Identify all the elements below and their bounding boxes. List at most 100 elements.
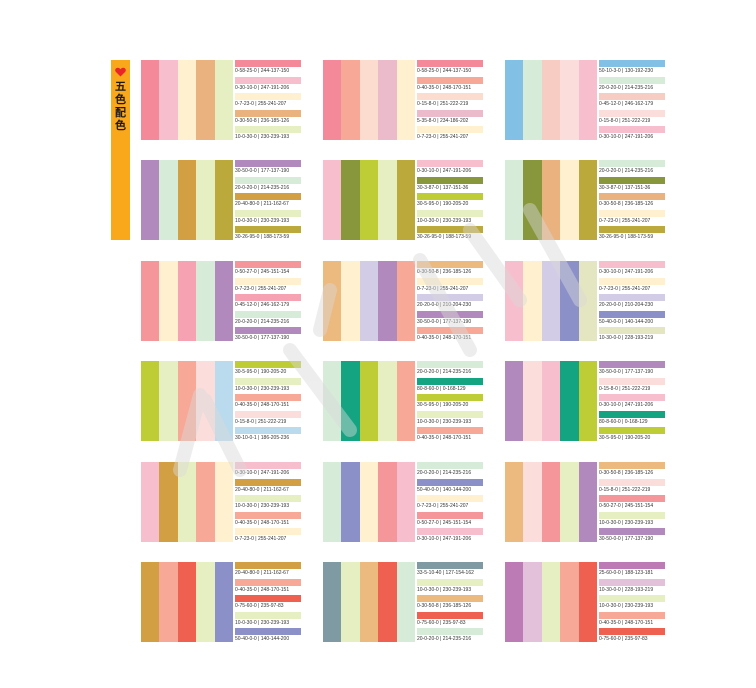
palette-card: 0-30-10-0 | 247-191-206 0-7-23-0 | 255-24… [505, 261, 665, 341]
color-swatch [578, 462, 598, 542]
color-code-row: 0-7-23-0 | 255-241-207 [599, 209, 665, 226]
color-code-bar [599, 427, 665, 435]
color-code-bar [235, 209, 301, 217]
color-swatch [578, 261, 598, 341]
color-code-bar [599, 327, 665, 335]
color-code-bar [417, 628, 483, 636]
palette-swatches [141, 462, 234, 542]
color-code-bar [235, 277, 301, 285]
palette-swatches [505, 361, 598, 441]
color-code-text: 0-7-23-0 | 255-241-207 [417, 134, 469, 141]
color-swatch [541, 261, 561, 341]
color-code-bar [599, 410, 665, 418]
color-code-text: 20-0-20-0 | 214-235-216 [235, 184, 290, 191]
palette-card: 0-30-50-8 | 236-185-126 0-7-23-0 | 255-24… [323, 261, 483, 341]
color-code-bar [417, 478, 483, 486]
palette-swatches [505, 462, 598, 542]
color-code-row: 0-15-8-0 | 251-222-219 [599, 478, 665, 495]
color-swatch [523, 261, 542, 341]
color-code-row: 0-7-23-0 | 255-241-207 [417, 126, 483, 142]
color-code-bar [417, 511, 483, 519]
color-code-bar [235, 394, 301, 402]
color-swatch [323, 361, 342, 441]
color-code-bar [599, 310, 665, 318]
color-code-row: 10-0-30-0 | 230-239-193 [235, 377, 301, 394]
color-code-text: 0-45-12-0 | 246-162-179 [235, 302, 290, 309]
color-code-row: 10-30-0-0 | 228-193-219 [599, 327, 665, 343]
color-code-text: 0-30-10-0 | 247-191-206 [417, 536, 472, 543]
color-swatch [323, 562, 342, 642]
color-code-row: 0-30-50-8 | 236-185-126 [599, 462, 665, 478]
color-code-text: 30-26-95-0 | 188-173-59 [235, 234, 290, 241]
color-code-row: 20-40-80-0 | 211-162-67 [235, 562, 301, 578]
color-code-bar [235, 193, 301, 201]
palette-card: 0-30-10-0 | 247-191-206 30-3-87-0 | 137-1… [323, 160, 483, 240]
color-swatch [159, 261, 178, 341]
color-code-bar [599, 562, 665, 569]
color-code-row: 50-40-0-0 | 140-144-200 [417, 478, 483, 495]
color-swatch [505, 261, 524, 341]
color-swatch [141, 562, 160, 642]
color-swatch [523, 60, 542, 140]
color-code-row: 0-30-10-0 | 247-191-206 [235, 76, 301, 93]
color-swatch [578, 160, 598, 240]
color-code-text: 10-0-30-0 | 230-239-193 [599, 603, 654, 610]
color-swatch [396, 261, 416, 341]
palette-swatches [505, 562, 598, 642]
color-code-text: 10-30-0-0 | 228-193-219 [599, 586, 654, 593]
color-code-text: 30-5-95-0 | 190-205-20 [599, 435, 651, 442]
color-code-bar [417, 310, 483, 318]
color-code-bar [599, 160, 665, 167]
color-code-text: 10-0-30-0 | 230-239-193 [417, 418, 472, 425]
color-code-row: 0-45-12-0 | 246-162-179 [599, 93, 665, 109]
color-code-text: 80-8-60-0 | 0-168-129 [417, 385, 466, 392]
color-code-text: 0-45-12-0 | 246-162-179 [599, 101, 654, 108]
color-swatch [560, 60, 579, 140]
color-swatch [396, 462, 416, 542]
color-code-text: 0-7-23-0 | 255-241-207 [599, 285, 651, 292]
color-code-row: 0-15-8-0 | 251-222-219 [599, 377, 665, 394]
color-code-row: 0-30-10-0 | 247-191-206 [599, 394, 665, 410]
color-code-bar [235, 176, 301, 184]
palette-card: 30-50-0-0 | 177-137-190 20-0-20-0 | 214-2… [141, 160, 301, 240]
color-code-bar [599, 277, 665, 285]
color-code-bar [235, 310, 301, 318]
color-code-row: 0-7-23-0 | 255-241-207 [235, 277, 301, 294]
color-code-text: 0-40-35-0 | 248-170-151 [599, 619, 654, 626]
color-swatch [177, 261, 197, 341]
palette-swatches [323, 361, 416, 441]
color-code-text: 20-20-0-0 | 210-204-230 [417, 302, 472, 309]
color-code-row: 0-7-23-0 | 255-241-207 [235, 93, 301, 109]
color-code-row: 50-10-3-0 | 130-192-230 [599, 60, 665, 76]
color-code-bar [599, 511, 665, 519]
color-code-bar [417, 76, 483, 84]
color-code-text: 10-0-30-0 | 230-239-193 [417, 586, 472, 593]
color-code-bar [599, 478, 665, 486]
color-code-bar [417, 160, 483, 167]
color-code-row: 10-0-30-0 | 230-239-193 [235, 495, 301, 511]
color-code-row: 0-7-23-0 | 255-241-207 [599, 277, 665, 294]
color-code-text: 0-30-10-0 | 247-191-206 [417, 168, 472, 174]
color-code-bar [599, 462, 665, 469]
color-code-bar [417, 377, 483, 385]
color-swatch [177, 160, 197, 240]
color-swatch [341, 160, 360, 240]
color-code-row: 20-0-20-0 | 214-235-216 [599, 160, 665, 176]
color-code-row: 0-50-27-0 | 245-151-154 [417, 511, 483, 528]
color-swatch [505, 462, 524, 542]
palette-labels: 20-0-20-0 | 214-235-216 80-8-60-0 | 0-168… [417, 361, 483, 441]
color-swatch [560, 261, 579, 341]
color-code-bar [235, 562, 301, 569]
palette-card: 50-10-3-0 | 130-192-230 20-0-20-0 | 214-2… [505, 60, 665, 140]
color-code-text: 50-40-0-0 | 140-144-200 [599, 318, 654, 325]
color-code-row: 0-7-23-0 | 255-241-207 [235, 528, 301, 544]
color-code-bar [417, 410, 483, 418]
color-code-bar [599, 377, 665, 385]
color-swatch [214, 361, 234, 441]
color-code-bar [417, 394, 483, 402]
palette-labels: 30-50-0-0 | 177-137-190 0-15-8-0 | 251-22… [599, 361, 665, 441]
color-code-text: 0-40-35-0 | 248-170-151 [235, 519, 290, 526]
color-code-row: 0-40-35-0 | 248-170-151 [235, 511, 301, 528]
color-swatch [196, 160, 215, 240]
color-code-text: 0-75-60-0 | 235-97-83 [599, 636, 648, 643]
